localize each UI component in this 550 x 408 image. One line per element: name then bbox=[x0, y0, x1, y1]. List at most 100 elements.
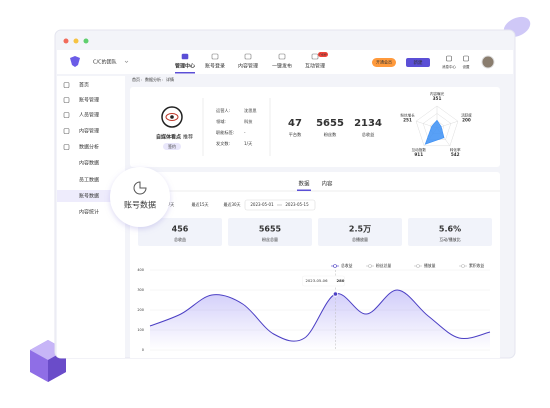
nav-item[interactable]: 管理中心 bbox=[175, 63, 195, 70]
breadcrumb-sep bbox=[161, 78, 164, 82]
filter[interactable]: 最近15天 bbox=[191, 201, 208, 207]
create-label: 新建 bbox=[414, 59, 423, 66]
kpi-label: 总播放量 bbox=[352, 236, 368, 242]
team-name[interactable]: C/C的团队 bbox=[93, 59, 117, 66]
badge-bg bbox=[318, 52, 328, 57]
date: 2023-05-15 bbox=[285, 202, 309, 207]
tab[interactable]: 数据 bbox=[298, 180, 310, 188]
sidebar-subitem[interactable]: 内容数据 bbox=[79, 160, 99, 167]
tooltip-value: 280 bbox=[336, 278, 344, 283]
filter[interactable]: 最近30天 bbox=[223, 201, 240, 207]
nav-icon bbox=[211, 53, 219, 60]
nav-icon bbox=[463, 55, 469, 62]
stat-label: 粉丝数 bbox=[324, 131, 337, 138]
radar-value: 911 bbox=[414, 152, 423, 157]
y-tick-label: 200 bbox=[137, 308, 144, 312]
legend-label[interactable]: 粉丝总量 bbox=[376, 263, 391, 268]
stat-label: 总收益 bbox=[362, 131, 375, 138]
user-avatar bbox=[481, 55, 495, 69]
window-content: C/C的团队 自媒体看点 推荐 签约 管理中心 账号登录 内容管理 一键发布 互动管理n… bbox=[57, 38, 513, 358]
avatar-pupil bbox=[170, 115, 174, 119]
kpi-value: 2.5万 bbox=[349, 225, 371, 234]
sidebar-subitem[interactable]: 内容统计 bbox=[79, 209, 99, 216]
window-dot bbox=[83, 38, 89, 44]
legend-label[interactable]: 累积收益 bbox=[469, 263, 484, 268]
callout: 账号数据 bbox=[110, 167, 170, 227]
field-value: 科技 bbox=[244, 118, 253, 125]
breadcrumb-sep bbox=[140, 78, 143, 82]
y-tick-label: 400 bbox=[137, 268, 144, 272]
field-value: 沈思思 bbox=[244, 107, 257, 114]
vip-button[interactable] bbox=[372, 58, 396, 67]
callout-label: 账号数据 bbox=[124, 200, 156, 210]
nav-icon bbox=[181, 53, 189, 60]
kpi-label: 粉丝总量 bbox=[262, 236, 278, 242]
sidebar-icon bbox=[63, 97, 70, 103]
stat-label: 平台数 bbox=[289, 131, 302, 138]
radar-label: 转化率 bbox=[450, 147, 461, 152]
radar-label: 活跃度 bbox=[461, 112, 472, 117]
radar-grid bbox=[415, 105, 459, 147]
kpi-value: 456 bbox=[172, 225, 189, 234]
tab-underline bbox=[297, 189, 311, 191]
nav-item[interactable]: 一键发布 bbox=[272, 63, 292, 70]
tag-pill bbox=[163, 143, 181, 150]
nav-badge: new bbox=[319, 53, 326, 57]
field-label: 职能标签: bbox=[216, 129, 234, 136]
legend-marker bbox=[368, 264, 372, 268]
sidebar-item[interactable]: 首页 bbox=[79, 82, 89, 89]
radar-label: 内容曝光 bbox=[430, 91, 445, 96]
nav-item[interactable]: 账号登录 bbox=[205, 63, 225, 70]
sidebar bbox=[57, 76, 125, 358]
y-tick-label: 300 bbox=[137, 288, 144, 292]
callout-icon bbox=[133, 181, 147, 195]
sidebar-subitem[interactable]: 员工数据 bbox=[79, 177, 99, 184]
radar-value: 251 bbox=[403, 117, 412, 122]
field-label: 领域: bbox=[216, 118, 226, 125]
kpi-label: 互动/播放比 bbox=[439, 236, 460, 242]
radar-value: 351 bbox=[433, 96, 442, 101]
kpi-value: 5.6% bbox=[439, 225, 461, 234]
profile-name: 自媒体看点 bbox=[156, 134, 181, 141]
line-area bbox=[150, 289, 490, 350]
breadcrumb-item: 首页 bbox=[132, 76, 140, 82]
field-label: 运营人: bbox=[216, 107, 230, 114]
sidebar-item[interactable]: 数据分析 bbox=[79, 144, 99, 151]
y-tick-label: 0 bbox=[142, 348, 144, 352]
nav-item[interactable]: 内容管理 bbox=[238, 63, 258, 70]
stat-value: 5655 bbox=[316, 118, 344, 129]
sidebar-item[interactable]: 内容管理 bbox=[79, 128, 99, 135]
kpi-box bbox=[138, 218, 222, 246]
kpi-value: 5655 bbox=[259, 225, 282, 234]
y-tick-label: 100 bbox=[137, 328, 144, 332]
nav-icon bbox=[446, 55, 452, 62]
legend-label[interactable]: 总收益 bbox=[341, 263, 353, 268]
legend-label[interactable]: 播放量 bbox=[424, 263, 436, 268]
breadcrumb-item: 数据分析 bbox=[145, 76, 161, 82]
radar-label: 互动指数 bbox=[412, 147, 427, 152]
sidebar-item[interactable]: 人员管理 bbox=[79, 112, 99, 119]
profile-card bbox=[130, 87, 500, 167]
field-label: 发文数: bbox=[216, 140, 230, 147]
radar-label: 粉丝增长 bbox=[400, 112, 415, 117]
tooltip bbox=[302, 275, 345, 287]
create-button[interactable] bbox=[406, 58, 430, 67]
sidebar-item[interactable]: 账号管理 bbox=[79, 97, 99, 104]
logo bbox=[70, 56, 80, 67]
sidebar-subitem[interactable]: 账号数据 bbox=[79, 193, 99, 200]
radar-value: 542 bbox=[451, 152, 460, 157]
tab[interactable]: 内容 bbox=[321, 180, 333, 188]
nav-icon bbox=[244, 53, 252, 60]
icon-label: 设置 bbox=[463, 64, 471, 69]
kpi-box bbox=[408, 218, 492, 246]
nav-item[interactable]: 互动管理 bbox=[305, 63, 325, 70]
sidebar-icon bbox=[63, 128, 70, 134]
sidebar-active-bg bbox=[57, 190, 125, 202]
point bbox=[332, 291, 339, 297]
dropdown-chevron bbox=[124, 60, 129, 63]
sidebar-icon bbox=[63, 82, 70, 88]
top-nav bbox=[57, 50, 513, 74]
radar-area bbox=[424, 119, 445, 145]
